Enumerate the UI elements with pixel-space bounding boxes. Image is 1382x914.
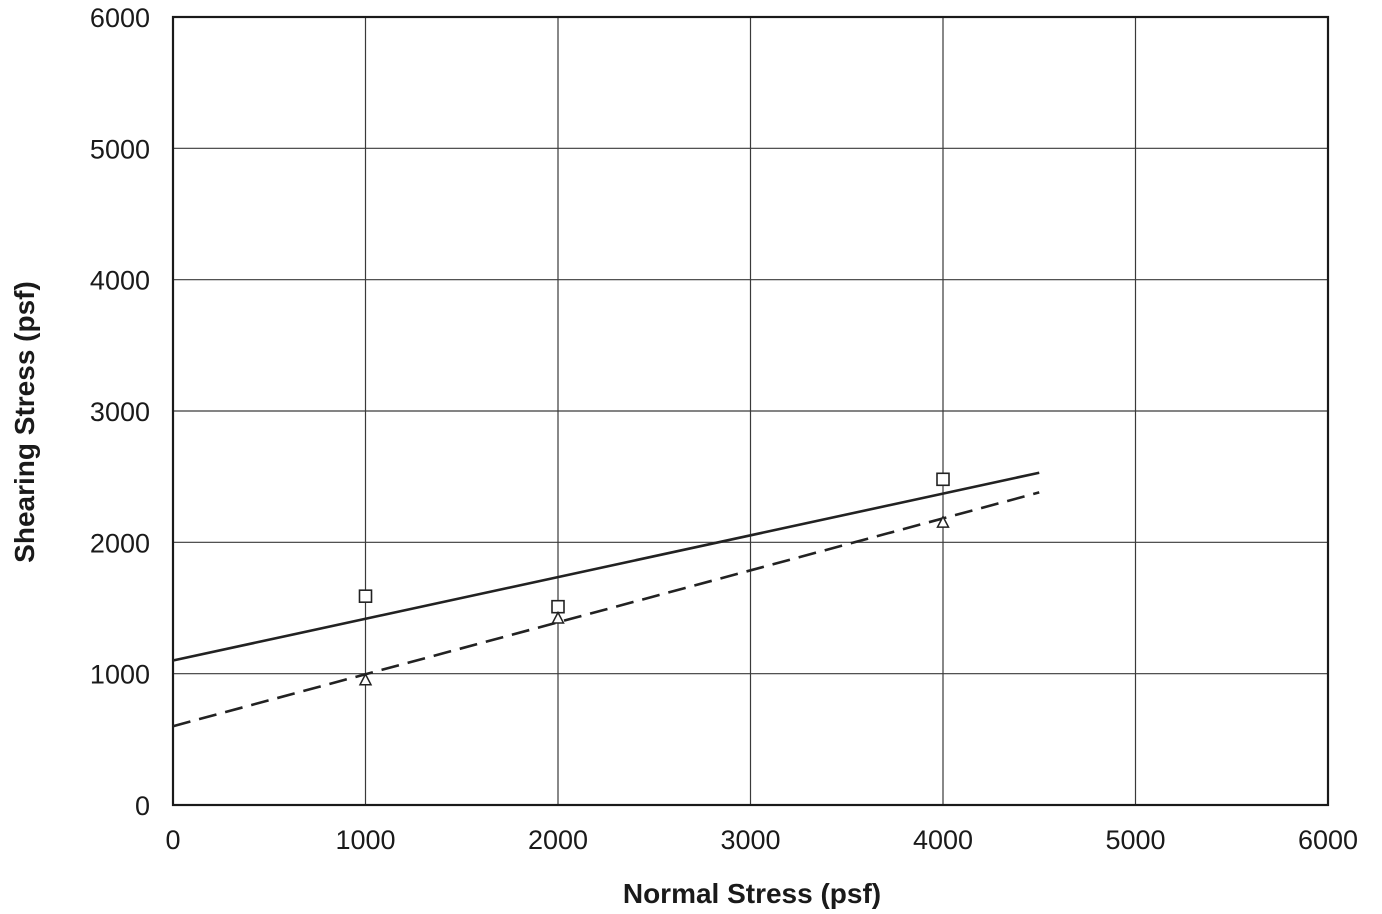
- square-marker: [551, 599, 565, 614]
- fit-line-solid: [172, 471, 1040, 662]
- y-tick-label: 4000: [90, 266, 150, 296]
- y-tick-label: 6000: [90, 3, 150, 33]
- y-tick-label: 5000: [90, 134, 150, 164]
- grid: [173, 17, 1328, 805]
- x-axis-title: Normal Stress (psf): [623, 878, 881, 909]
- triangle-marker: [551, 610, 565, 624]
- x-tick-label: 3000: [720, 825, 780, 855]
- y-tick-label: 1000: [90, 660, 150, 690]
- y-axis-ticks: 0 1000 2000 3000 4000 5000 6000: [90, 3, 150, 821]
- data-markers: [358, 472, 950, 686]
- x-axis-ticks: 0 1000 2000 3000 4000 5000 6000: [165, 825, 1358, 855]
- y-tick-label: 0: [135, 791, 150, 821]
- fit-line-dashed: [172, 491, 1040, 728]
- x-tick-label: 5000: [1105, 825, 1165, 855]
- x-tick-label: 6000: [1298, 825, 1358, 855]
- triangle-marker: [936, 515, 950, 528]
- x-tick-label: 4000: [913, 825, 973, 855]
- x-tick-label: 2000: [528, 825, 588, 855]
- plot-frame: [171, 15, 1330, 807]
- y-axis-title: Shearing Stress (psf): [9, 281, 40, 563]
- y-tick-label: 2000: [90, 528, 150, 558]
- square-marker: [936, 472, 950, 487]
- triangle-marker: [358, 672, 373, 686]
- square-marker: [358, 589, 373, 603]
- fit-lines: [172, 471, 1040, 728]
- x-tick-label: 0: [165, 825, 180, 855]
- x-tick-label: 1000: [335, 825, 395, 855]
- y-tick-label: 3000: [90, 397, 150, 427]
